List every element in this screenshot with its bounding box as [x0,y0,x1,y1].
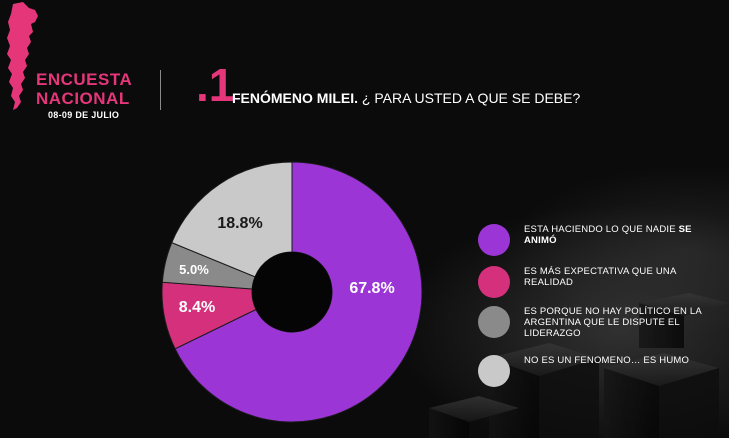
legend-label-3: NO ES UN FENOMENO… ES HUMO [524,355,690,366]
cubes-decoration [429,293,729,438]
legend-item-2: ES PORQUE NO HAY POLÍTICO EN LA ARGENTIN… [478,306,714,339]
survey-title-line1: ENCUESTA [36,70,133,89]
legend-label-2: ES PORQUE NO HAY POLÍTICO EN LA ARGENTIN… [524,306,702,339]
header: ENCUESTA NACIONAL 08-09 DE JULIO .1 FENÓ… [0,0,729,130]
survey-title: ENCUESTA NACIONAL [36,70,132,108]
slice-label-1: 8.4% [179,299,215,316]
donut-hole [252,252,332,332]
question-rest: ¿ PARA USTED A QUE SE DEBE? [358,90,581,106]
question-number: .1 [196,59,235,111]
slice-label-2: 5.0% [179,262,209,277]
legend-item-0: ESTA HACIENDO LO QUE NADIE SE ANIMÓ [478,224,714,256]
question-text: FENÓMENO MILEI. ¿ PARA USTED A QUE SE DE… [232,90,580,106]
header-divider [160,70,161,110]
slice-label-3: 18.8% [217,215,262,232]
legend-swatch-2 [478,306,510,338]
legend-item-1: ES MÁS EXPECTATIVA QUE UNA REALIDAD [478,266,714,298]
survey-date: 08-09 DE JULIO [48,110,120,120]
legend-swatch-1 [478,266,510,298]
legend-swatch-0 [478,224,510,256]
question-bold: FENÓMENO MILEI. [232,90,358,106]
survey-title-line2: NACIONAL [36,89,130,108]
legend-label-1: ES MÁS EXPECTATIVA QUE UNA REALIDAD [524,266,676,288]
argentina-map-icon [7,2,38,110]
legend-label-0: ESTA HACIENDO LO QUE NADIE SE ANIMÓ [524,224,692,246]
legend-swatch-3 [478,355,510,387]
legend-item-3: NO ES UN FENOMENO… ES HUMO [478,355,714,387]
slice-label-0: 67.8% [349,280,394,297]
